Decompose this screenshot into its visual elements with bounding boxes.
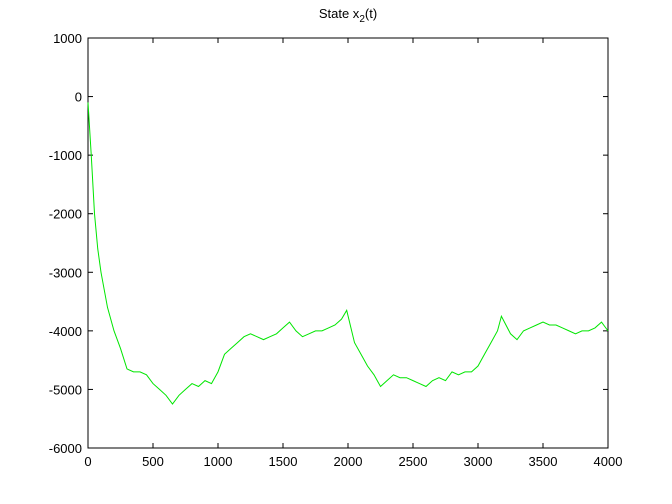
y-tick-label: 0 xyxy=(75,90,82,105)
title-main: State x xyxy=(319,6,360,21)
title-subscript: 2 xyxy=(359,14,365,25)
x-tick-label: 1500 xyxy=(269,454,298,469)
y-tick-label: -5000 xyxy=(49,382,82,397)
y-tick-label: -1000 xyxy=(49,148,82,163)
y-tick-label: -2000 xyxy=(49,207,82,222)
x-tick-label: 4000 xyxy=(594,454,623,469)
y-tick-label: -4000 xyxy=(49,324,82,339)
y-tick-label: -3000 xyxy=(49,265,82,280)
x-tick-label: 3500 xyxy=(529,454,558,469)
x-tick-label: 2500 xyxy=(399,454,428,469)
data-line xyxy=(87,102,609,405)
y-tick-label: -6000 xyxy=(49,441,82,456)
x-tick-label: 500 xyxy=(142,454,164,469)
x-tick-label: 3000 xyxy=(464,454,493,469)
chart-title: State x2(t) xyxy=(319,6,377,25)
x-tick-label: 0 xyxy=(84,454,91,469)
y-tick-label: 1000 xyxy=(53,31,82,46)
x-tick-label: 1000 xyxy=(204,454,233,469)
title-suffix: (t) xyxy=(365,6,377,21)
x-tick-label: 2000 xyxy=(334,454,363,469)
